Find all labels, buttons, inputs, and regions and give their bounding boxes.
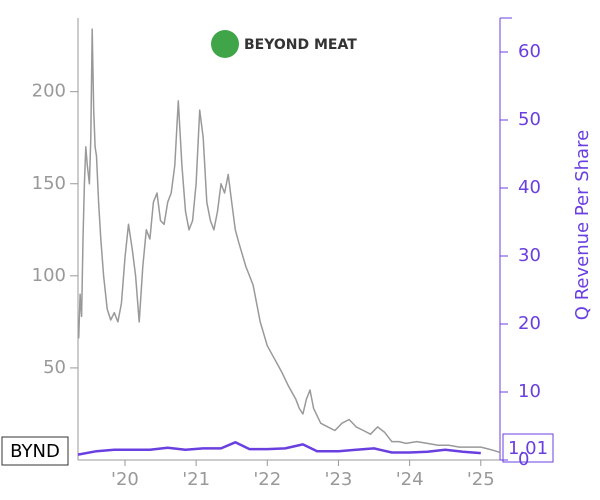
y-tick-label: 150 xyxy=(32,173,66,194)
logo-icon xyxy=(211,30,239,58)
y-tick-label: 100 xyxy=(32,265,66,286)
y2-tick-label: 60 xyxy=(518,41,541,62)
revenue-line xyxy=(77,441,481,456)
last-value-box xyxy=(502,433,554,463)
logo: BEYOND MEAT xyxy=(211,30,357,58)
y2-tick-label: 0 xyxy=(518,449,529,470)
y2-tick-label: 30 xyxy=(518,245,541,266)
x-tick-label: '25 xyxy=(467,469,495,490)
x-tick-label: '23 xyxy=(325,469,353,490)
y2-tick-label: 10 xyxy=(518,381,541,402)
x-tick-label: '22 xyxy=(253,469,281,490)
x-tick-label: '21 xyxy=(182,469,210,490)
y-tick-label: 50 xyxy=(43,357,66,378)
ticker-box xyxy=(1,436,69,466)
x-tick-label: '20 xyxy=(111,469,139,490)
x-tick-label: '24 xyxy=(396,469,424,490)
logo-text: BEYOND MEAT xyxy=(244,37,357,53)
y2-tick-label: 20 xyxy=(518,313,541,334)
price-line xyxy=(77,28,501,454)
y2-tick-label: 50 xyxy=(518,109,541,130)
ticker-label: BYND xyxy=(10,441,60,462)
y2-tick-label: 40 xyxy=(518,177,541,198)
last-value-label: 1.01 xyxy=(508,438,548,459)
y-tick-label: 200 xyxy=(32,81,66,102)
y2-axis-label: Q Revenue Per Share xyxy=(572,130,593,320)
